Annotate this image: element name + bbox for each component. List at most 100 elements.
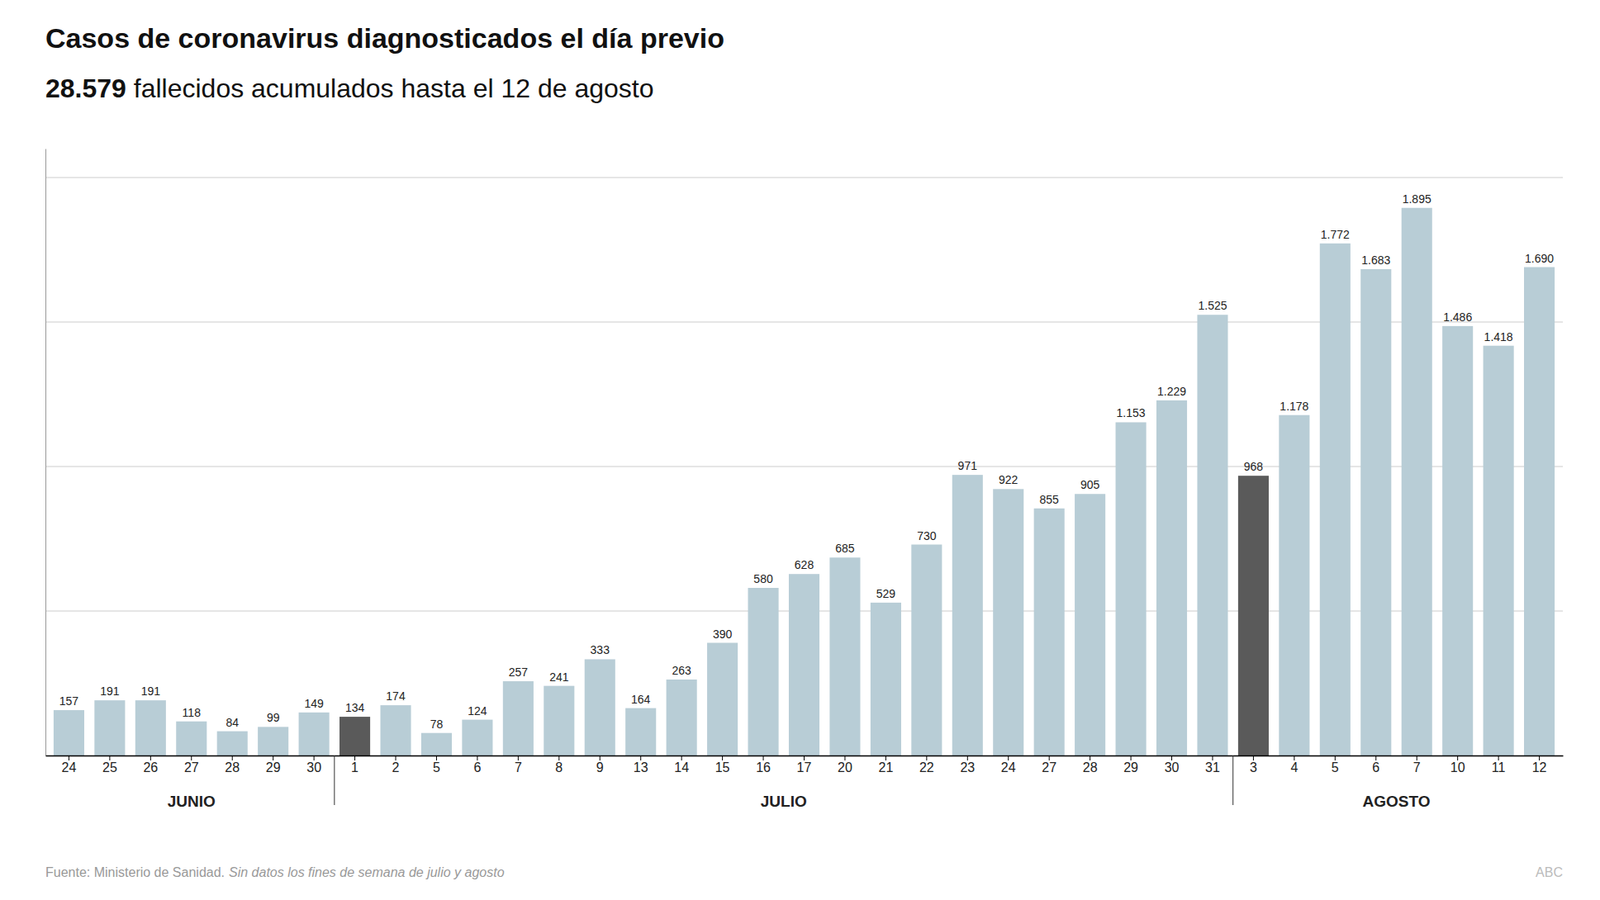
subtitle: 28.579 fallecidos acumulados hasta el 12… (45, 73, 655, 104)
data-label: 1.153 (1116, 406, 1146, 420)
x-axis: 2425262728293012567891314151617202122232… (46, 755, 1564, 775)
x-tick: 28 (224, 755, 240, 775)
bar (1034, 508, 1065, 756)
x-tick: 21 (878, 755, 893, 775)
x-tick-label: 16 (755, 760, 771, 775)
bar (1074, 493, 1106, 756)
x-tick-label: 2 (392, 760, 400, 775)
bar (257, 726, 289, 756)
bar (625, 708, 656, 756)
x-tick: 2 (392, 755, 400, 775)
x-tick-mark (885, 755, 887, 761)
data-label: 971 (958, 459, 979, 473)
x-tick: 25 (102, 755, 118, 775)
footer-credit: ABC (1535, 865, 1563, 880)
data-label: 1.229 (1157, 384, 1187, 399)
x-tick: 13 (633, 755, 649, 775)
x-tick: 11 (1491, 755, 1506, 775)
x-tick-label: 23 (959, 760, 975, 775)
x-tick-label: 27 (184, 760, 200, 775)
x-tick: 5 (432, 755, 441, 775)
x-tick-label: 17 (797, 760, 812, 775)
data-label: 855 (1039, 493, 1060, 507)
title: Casos de coronavirus diagnosticados el d… (45, 22, 725, 54)
x-tick-label: 30 (1164, 760, 1180, 775)
x-tick-mark (1375, 755, 1377, 761)
data-label: 1.418 (1484, 330, 1514, 344)
bar (666, 679, 698, 756)
data-label: 257 (508, 665, 529, 679)
group-separator (333, 755, 335, 806)
bar (1442, 326, 1473, 756)
bar (1483, 346, 1515, 756)
x-tick-mark (599, 755, 601, 761)
x-tick: 29 (265, 755, 281, 775)
data-label: 1.895 (1402, 192, 1432, 206)
grid-line (45, 177, 1563, 179)
x-tick: 30 (306, 755, 322, 775)
bar (748, 588, 779, 756)
x-tick-mark (640, 755, 641, 761)
bar (1319, 243, 1351, 756)
x-tick-label: 5 (432, 760, 441, 775)
bar (1238, 475, 1269, 756)
bar (94, 700, 125, 756)
group-label: AGOSTO (1362, 792, 1430, 811)
x-tick: 24 (61, 755, 77, 775)
x-tick-label: 24 (61, 760, 77, 775)
bars (53, 208, 1555, 756)
bar (1524, 267, 1555, 757)
x-tick: 7 (514, 755, 523, 775)
x-tick: 12 (1532, 755, 1548, 775)
data-label: 390 (712, 627, 733, 641)
data-label: 191 (141, 684, 162, 698)
data-label: 174 (385, 689, 406, 703)
bar (1196, 314, 1228, 756)
x-tick: 24 (1001, 755, 1017, 775)
x-tick-label: 3 (1249, 760, 1258, 775)
y-axis-line (45, 149, 47, 757)
x-tick-label: 25 (102, 760, 118, 775)
x-tick: 23 (959, 755, 975, 775)
x-tick: 26 (142, 755, 158, 775)
x-tick-label: 6 (473, 760, 481, 775)
x-tick-mark (354, 755, 356, 761)
x-tick-label: 1 (351, 760, 359, 775)
x-tick: 27 (1041, 755, 1057, 775)
x-tick-mark (1171, 755, 1173, 761)
footer-note: Sin datos los fines de semana de julio y… (228, 865, 505, 880)
bar (421, 733, 452, 756)
bar (1278, 415, 1310, 756)
x-tick-label: 13 (633, 760, 649, 775)
x-tick: 5 (1331, 755, 1339, 775)
bar (503, 681, 534, 756)
x-tick-mark (395, 755, 397, 761)
x-tick-label: 4 (1290, 760, 1298, 775)
data-label: 164 (631, 693, 651, 707)
x-tick-mark (1416, 755, 1418, 761)
footer-source: Fuente: Ministerio de Sanidad. (45, 865, 225, 880)
x-tick: 10 (1450, 755, 1466, 775)
x-tick-mark (150, 755, 152, 761)
data-label: 529 (876, 587, 897, 601)
x-tick-label: 26 (142, 760, 158, 775)
data-label: 1.525 (1197, 299, 1227, 313)
data-label: 968 (1243, 460, 1264, 474)
data-label: 241 (549, 670, 570, 684)
data-label: 730 (916, 529, 937, 543)
data-label: 149 (303, 697, 324, 711)
data-label: 84 (225, 716, 239, 730)
x-tick-mark (1498, 755, 1500, 761)
bar (1156, 400, 1187, 756)
x-tick-mark (109, 755, 110, 761)
bar (584, 659, 616, 756)
x-tick: 6 (1372, 755, 1380, 775)
x-tick-label: 15 (715, 760, 731, 775)
data-label: 78 (430, 717, 444, 732)
x-tick-mark (1130, 755, 1132, 761)
x-tick: 28 (1082, 755, 1098, 775)
data-label: 118 (182, 706, 202, 720)
x-tick-mark (1049, 755, 1050, 761)
data-label: 1.690 (1524, 251, 1554, 266)
x-tick-label: 22 (919, 760, 935, 775)
